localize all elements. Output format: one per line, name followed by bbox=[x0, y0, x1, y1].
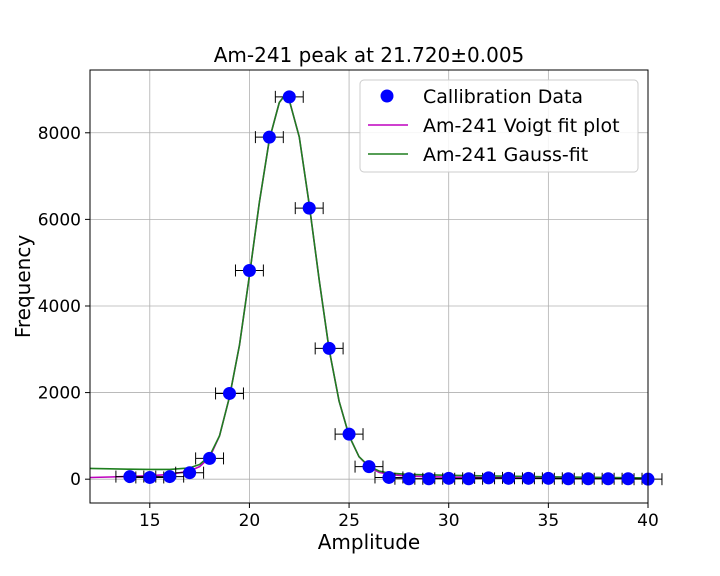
data-point bbox=[581, 472, 595, 486]
x-tick-label: 25 bbox=[338, 511, 360, 531]
data-point bbox=[342, 427, 356, 441]
legend-label-voigt: Am-241 Voigt fit plot bbox=[423, 115, 620, 137]
x-tick-label: 40 bbox=[637, 511, 659, 531]
y-tick-label: 0 bbox=[70, 470, 81, 490]
data-point bbox=[242, 263, 256, 277]
y-axis-title: Frequency bbox=[11, 235, 35, 338]
data-point bbox=[223, 386, 236, 400]
chart-title: Am-241 peak at 21.720±0.005 bbox=[214, 43, 525, 67]
legend-box bbox=[359, 79, 639, 173]
legend-label-data: Callibration Data bbox=[423, 86, 583, 108]
x-axis-title: Amplitude bbox=[318, 530, 421, 554]
legend-label-gauss: Am-241 Gauss-fit bbox=[423, 144, 588, 166]
data-point bbox=[183, 466, 197, 480]
y-tick-label: 4000 bbox=[38, 297, 81, 317]
y-tick-label: 2000 bbox=[38, 384, 81, 404]
x-tick-label: 35 bbox=[538, 511, 560, 531]
x-tick-label: 20 bbox=[239, 511, 261, 531]
data-point bbox=[521, 471, 535, 485]
data-point bbox=[163, 470, 177, 484]
legend: Callibration Data Am-241 Voigt fit plot Am… bbox=[359, 79, 639, 173]
data-point bbox=[422, 472, 436, 486]
data-point bbox=[203, 451, 217, 465]
x-tick-label: 15 bbox=[139, 511, 161, 531]
data-point bbox=[143, 470, 157, 484]
y-tick-label: 6000 bbox=[38, 210, 81, 230]
data-point bbox=[322, 341, 336, 355]
data-point bbox=[382, 470, 396, 484]
plot-frame bbox=[89, 69, 649, 504]
data-point bbox=[262, 130, 276, 144]
data-point bbox=[442, 471, 456, 485]
data-point bbox=[362, 460, 376, 474]
x-axis-ticks: 15 20 25 30 35 40 bbox=[139, 503, 659, 531]
data-point bbox=[462, 472, 476, 486]
x-tick-label: 30 bbox=[438, 511, 460, 531]
data-point bbox=[621, 472, 635, 486]
data-point bbox=[482, 471, 496, 485]
legend-marker-data bbox=[380, 89, 394, 103]
data-points bbox=[123, 90, 655, 486]
data-point bbox=[282, 90, 296, 104]
data-point bbox=[561, 472, 575, 486]
y-axis-ticks: 0 2000 4000 6000 8000 bbox=[38, 124, 90, 490]
data-point bbox=[123, 470, 137, 484]
data-point bbox=[541, 471, 555, 485]
data-point bbox=[402, 472, 416, 486]
data-point bbox=[502, 471, 515, 485]
y-tick-label: 8000 bbox=[38, 124, 81, 144]
data-point bbox=[601, 472, 615, 486]
data-point bbox=[302, 201, 316, 215]
